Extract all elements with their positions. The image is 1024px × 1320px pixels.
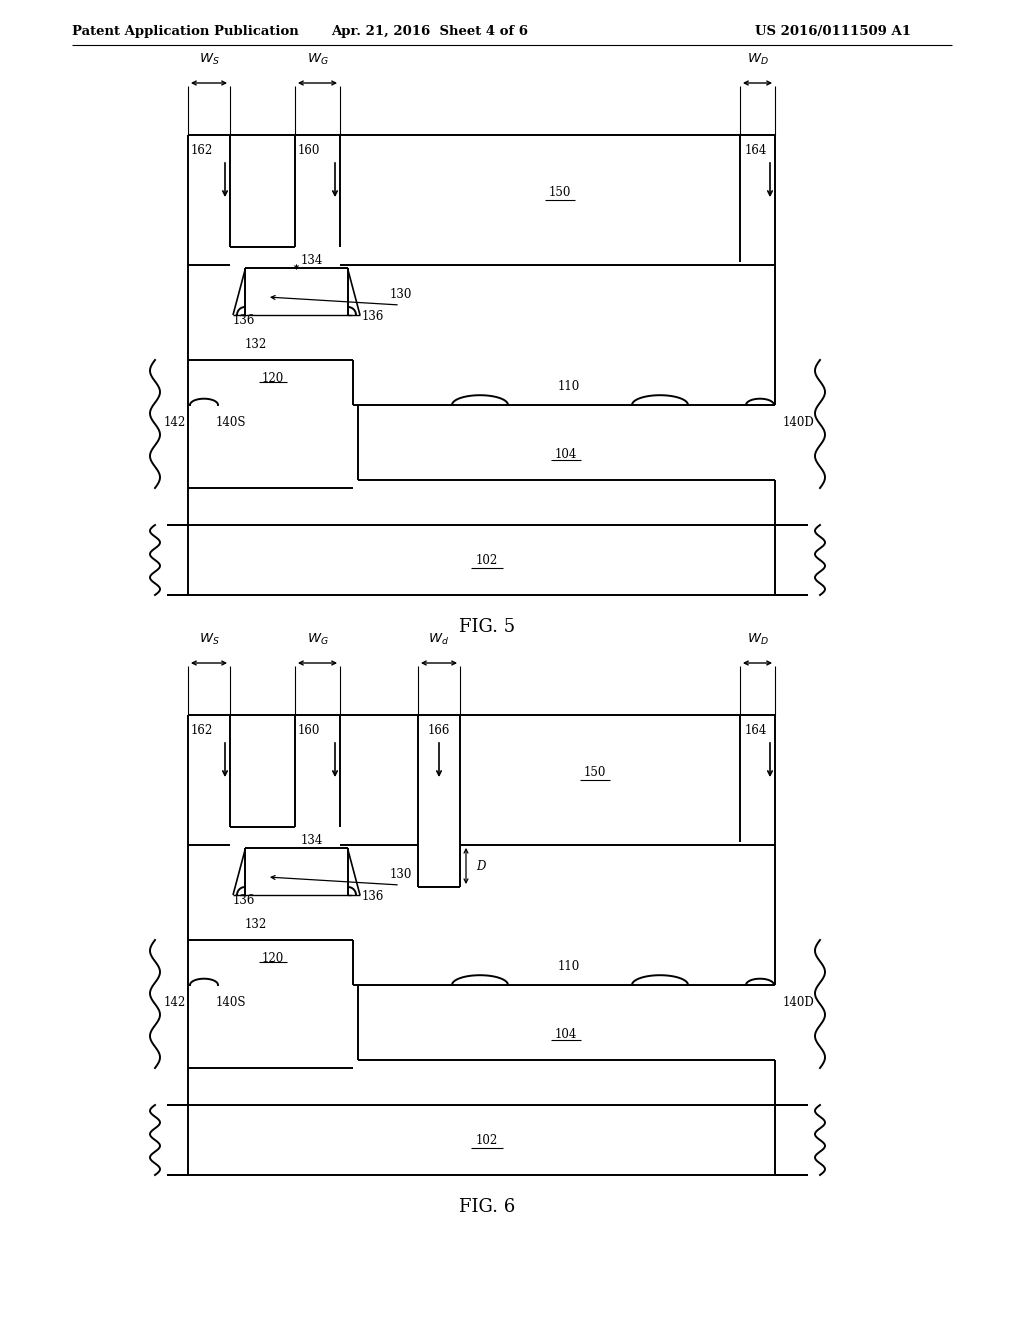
Text: $W_S$: $W_S$	[199, 632, 219, 647]
Text: 134: 134	[301, 833, 324, 846]
Text: 110: 110	[558, 961, 581, 974]
Text: 120: 120	[262, 371, 284, 384]
Text: $W_D$: $W_D$	[746, 51, 768, 67]
Text: 136: 136	[233, 314, 255, 326]
Text: 140S: 140S	[216, 417, 247, 429]
Text: 130: 130	[390, 289, 413, 301]
Text: FIG. 5: FIG. 5	[459, 618, 515, 636]
Text: 162: 162	[191, 725, 213, 738]
Text: 150: 150	[584, 767, 606, 780]
Text: US 2016/0111509 A1: US 2016/0111509 A1	[755, 25, 911, 38]
Text: Patent Application Publication: Patent Application Publication	[72, 25, 299, 38]
Text: 142: 142	[164, 417, 186, 429]
Text: 150: 150	[549, 186, 571, 199]
Text: Apr. 21, 2016  Sheet 4 of 6: Apr. 21, 2016 Sheet 4 of 6	[332, 25, 528, 38]
Text: 134: 134	[301, 253, 324, 267]
Text: 120: 120	[262, 952, 284, 965]
Text: $W_G$: $W_G$	[306, 51, 329, 67]
Text: 140D: 140D	[783, 997, 815, 1010]
Text: 130: 130	[390, 869, 413, 882]
Text: 160: 160	[298, 725, 321, 738]
Text: 142: 142	[164, 997, 186, 1010]
Text: 132: 132	[245, 338, 267, 351]
Text: 102: 102	[476, 1134, 498, 1147]
Text: 136: 136	[233, 894, 255, 907]
Text: 164: 164	[745, 144, 767, 157]
Text: 136: 136	[362, 310, 384, 323]
Text: FIG. 6: FIG. 6	[459, 1199, 515, 1216]
Text: 164: 164	[745, 725, 767, 738]
Text: 104: 104	[555, 449, 578, 462]
Text: 140D: 140D	[783, 417, 815, 429]
Text: $W_d$: $W_d$	[428, 632, 450, 647]
Text: 162: 162	[191, 144, 213, 157]
Text: D: D	[476, 859, 485, 873]
Text: 110: 110	[558, 380, 581, 393]
Text: $W_G$: $W_G$	[306, 632, 329, 647]
Text: $W_S$: $W_S$	[199, 51, 219, 67]
Text: 102: 102	[476, 553, 498, 566]
Text: $W_D$: $W_D$	[746, 632, 768, 647]
Text: 166: 166	[428, 725, 451, 738]
Text: 104: 104	[555, 1028, 578, 1041]
Text: 160: 160	[298, 144, 321, 157]
Text: 136: 136	[362, 891, 384, 903]
Text: 132: 132	[245, 919, 267, 932]
Text: 140S: 140S	[216, 997, 247, 1010]
